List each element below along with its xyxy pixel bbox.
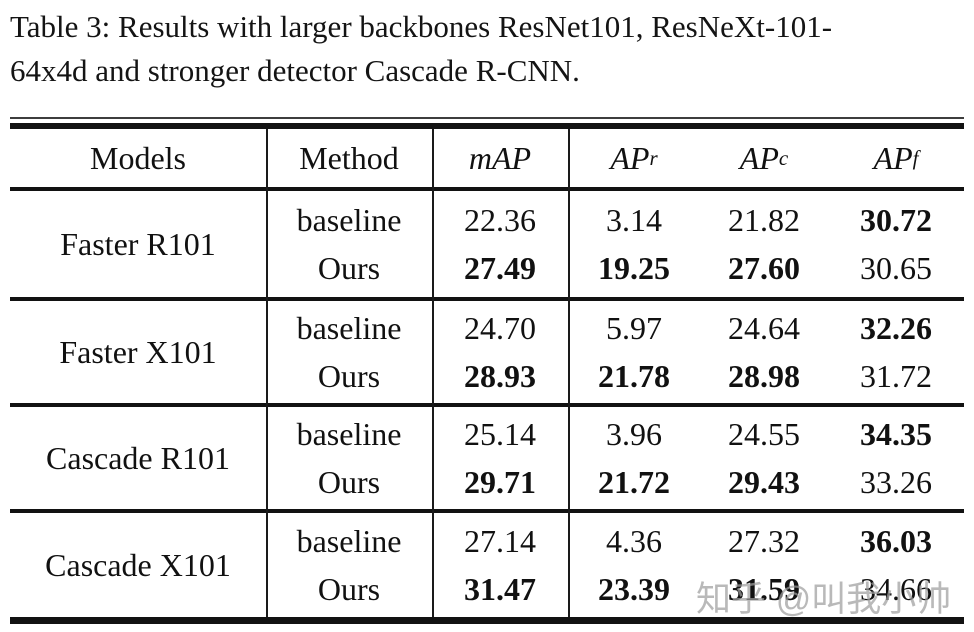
row-separator-rule-3	[10, 509, 964, 513]
method-cell: baseline Ours	[266, 513, 432, 617]
method-baseline-label: baseline	[296, 416, 402, 452]
ours-map-value: 28.93	[464, 358, 536, 394]
ours-apc-value: 29.43	[728, 464, 800, 500]
apc-cell: 24.55 29.43	[700, 407, 828, 509]
ours-apf-value: 31.72	[860, 358, 932, 394]
table-caption: Table 3: Results with larger backbones R…	[10, 5, 964, 93]
apf-cell: 34.35 33.26	[828, 407, 964, 509]
table-row-group-faster-x101: Faster X101 baseline Ours 24.70 28.93 5.…	[10, 301, 964, 403]
baseline-apc-value: 24.64	[728, 310, 800, 346]
baseline-apc-value: 21.82	[728, 202, 800, 238]
method-ours-label: Ours	[317, 571, 381, 607]
baseline-map-value: 22.36	[464, 202, 536, 238]
method-cell: baseline Ours	[266, 191, 432, 297]
apr-cell: 3.96 21.72	[568, 407, 700, 509]
column-separator-map-apr	[568, 129, 570, 617]
col-header-apr: AP r	[610, 139, 658, 176]
ours-apr-value: 21.78	[598, 358, 670, 394]
ours-apr-value: 23.39	[598, 571, 670, 607]
ours-apf-value: 33.26	[860, 464, 932, 500]
map-cell: 25.14 29.71	[432, 407, 568, 509]
map-cell: 22.36 27.49	[432, 191, 568, 297]
model-name: Faster R101	[60, 225, 216, 262]
table-bottom-rule	[10, 617, 964, 624]
table-top-rule-thick	[10, 123, 964, 129]
header-separator-rule	[10, 187, 964, 191]
baseline-map-value: 25.14	[464, 416, 536, 452]
results-table: Models Method mAP AP r AP c AP f Faster R10…	[10, 117, 964, 624]
ours-apc-value: 27.60	[728, 250, 800, 286]
table-row-group-faster-r101: Faster R101 baseline Ours 22.36 27.49 3.…	[10, 191, 964, 297]
ours-apf-value: 34.66	[860, 571, 932, 607]
baseline-apc-value: 24.55	[728, 416, 800, 452]
ours-apf-value: 30.65	[860, 250, 932, 286]
ours-apr-value: 21.72	[598, 464, 670, 500]
apc-cell: 24.64 28.98	[700, 301, 828, 403]
apf-label: AP	[873, 139, 913, 176]
column-separator-method-map	[432, 129, 434, 617]
model-name: Cascade R101	[46, 439, 230, 476]
ours-apc-value: 28.98	[728, 358, 800, 394]
method-ours-label: Ours	[317, 464, 381, 500]
ours-map-value: 29.71	[464, 464, 536, 500]
apf-cell: 32.26 31.72	[828, 301, 964, 403]
table-header-row: Models Method mAP AP r AP c AP f	[10, 129, 964, 187]
method-baseline-label: baseline	[296, 310, 402, 346]
method-cell: baseline Ours	[266, 301, 432, 403]
map-cell: 24.70 28.93	[432, 301, 568, 403]
col-header-apf: AP f	[873, 139, 919, 176]
apr-cell: 3.14 19.25	[568, 191, 700, 297]
baseline-apf-value: 30.72	[860, 202, 932, 238]
baseline-map-value: 27.14	[464, 523, 536, 559]
method-ours-label: Ours	[317, 250, 381, 286]
apf-cell: 36.03 34.66	[828, 513, 964, 617]
caption-line-2: 64x4d and stronger detector Cascade R-CN…	[10, 53, 580, 88]
baseline-apf-value: 34.35	[860, 416, 932, 452]
baseline-apr-value: 3.14	[606, 202, 662, 238]
model-name: Faster X101	[59, 333, 217, 370]
table-row-group-cascade-x101: Cascade X101 baseline Ours 27.14 31.47 4…	[10, 513, 964, 617]
method-baseline-label: baseline	[296, 202, 402, 238]
column-separator-models-method	[266, 129, 268, 617]
map-label: mAP	[468, 139, 532, 176]
caption-line-1: Table 3: Results with larger backbones R…	[10, 9, 833, 44]
baseline-apf-value: 32.26	[860, 310, 932, 346]
method-cell: baseline Ours	[266, 407, 432, 509]
row-separator-rule-1	[10, 297, 964, 301]
row-separator-rule-2	[10, 403, 964, 407]
col-header-map: mAP	[432, 129, 568, 187]
baseline-apr-value: 4.36	[606, 523, 662, 559]
baseline-apf-value: 36.03	[860, 523, 932, 559]
apf-cell: 30.72 30.65	[828, 191, 964, 297]
ours-map-value: 27.49	[464, 250, 536, 286]
ours-map-value: 31.47	[464, 571, 536, 607]
apc-label: AP	[739, 139, 779, 176]
baseline-apr-value: 3.96	[606, 416, 662, 452]
apc-cell: 21.82 27.60	[700, 191, 828, 297]
apc-cell: 27.32 31.59	[700, 513, 828, 617]
col-header-models: Models	[90, 139, 186, 176]
baseline-map-value: 24.70	[464, 310, 536, 346]
baseline-apr-value: 5.97	[606, 310, 662, 346]
ours-apc-value: 31.59	[728, 571, 800, 607]
method-baseline-label: baseline	[296, 523, 402, 559]
baseline-apc-value: 27.32	[728, 523, 800, 559]
apr-label: AP	[610, 139, 650, 176]
map-cell: 27.14 31.47	[432, 513, 568, 617]
col-header-method: Method	[299, 139, 399, 176]
col-header-apc: AP c	[739, 139, 789, 176]
table-top-rule-thin	[10, 117, 964, 119]
ours-apr-value: 19.25	[598, 250, 670, 286]
table-row-group-cascade-r101: Cascade R101 baseline Ours 25.14 29.71 3…	[10, 407, 964, 509]
apr-cell: 4.36 23.39	[568, 513, 700, 617]
method-ours-label: Ours	[317, 358, 381, 394]
apr-cell: 5.97 21.78	[568, 301, 700, 403]
model-name: Cascade X101	[45, 546, 231, 583]
